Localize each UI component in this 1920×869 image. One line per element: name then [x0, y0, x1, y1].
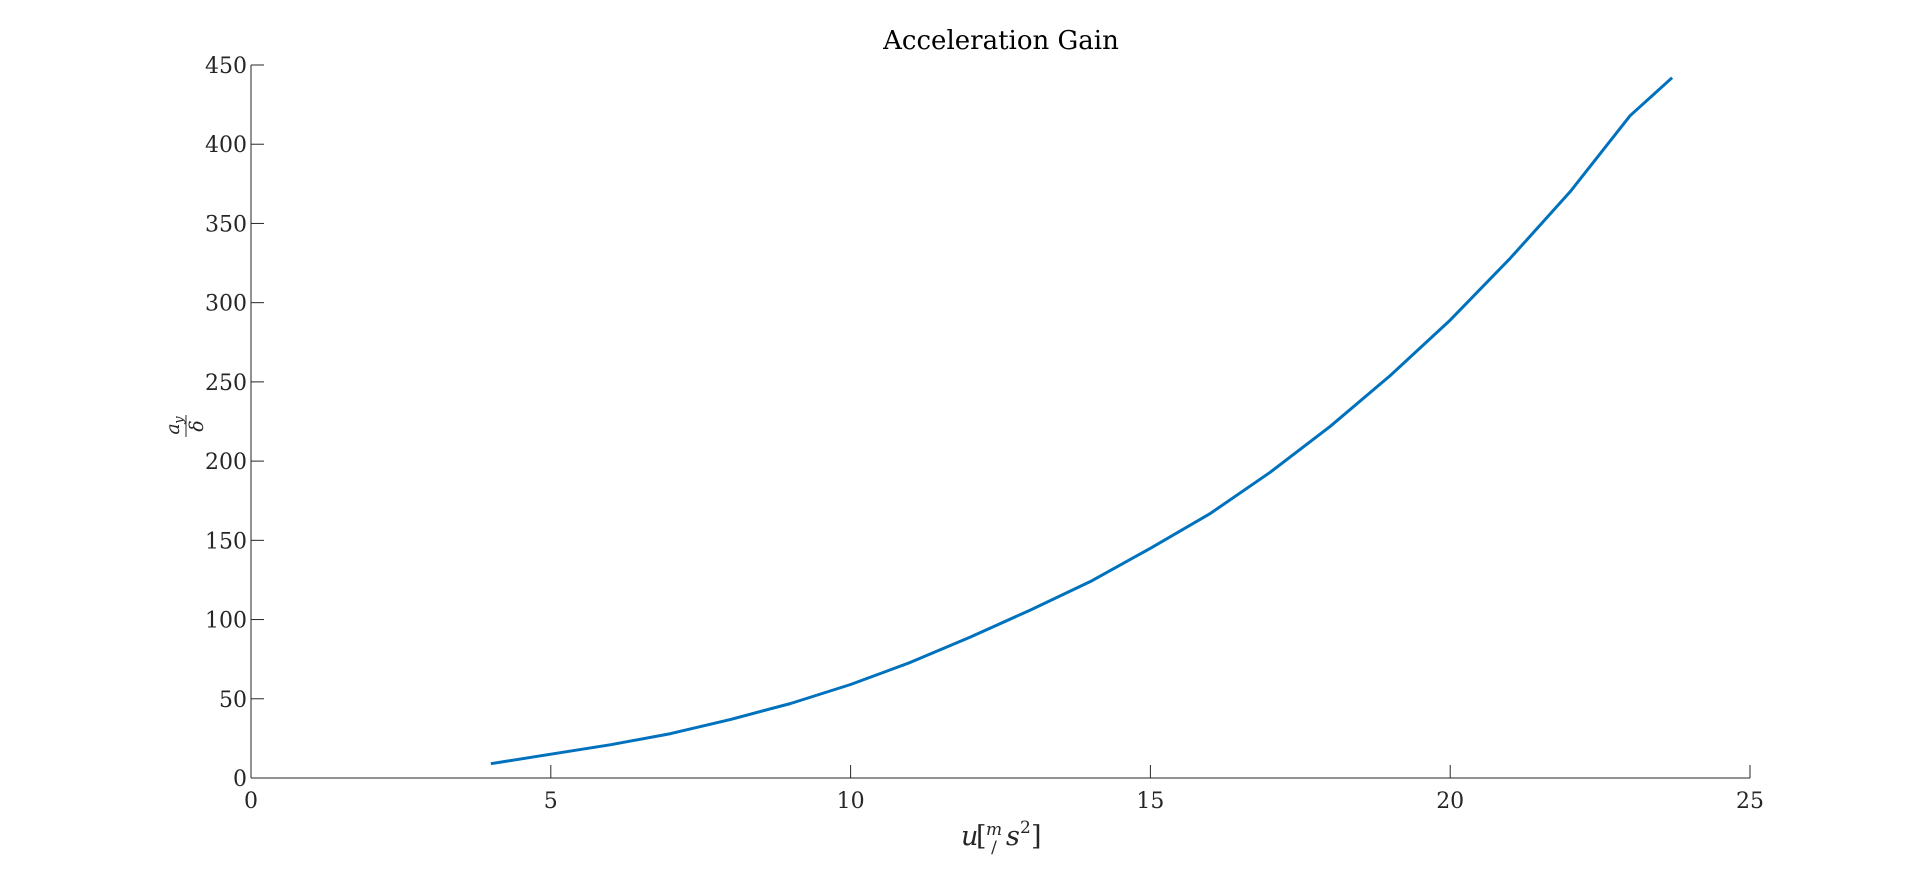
x-tick-label: 0 — [244, 789, 258, 814]
y-tick-label: 400 — [205, 133, 247, 158]
chart-title: Acceleration Gain — [882, 26, 1119, 56]
y-axis-label: ayδ — [162, 415, 208, 437]
y-ticks: 0 50 100 150 200 250 300 350 400 450 — [205, 54, 264, 792]
x-tick-label: 20 — [1436, 789, 1464, 814]
y-tick-label: 100 — [205, 609, 247, 634]
y-tick-label: 300 — [205, 292, 247, 317]
y-label-fraction: ayδ — [162, 415, 208, 437]
series-group — [490, 76, 1674, 766]
y-tick-label: 200 — [205, 450, 247, 475]
y-label-subscript: y — [172, 416, 187, 425]
x-label-slash: / — [991, 838, 997, 858]
y-label-denominator: δ — [186, 420, 208, 431]
x-label-unit: s — [1006, 821, 1020, 852]
x-tick-label: 10 — [837, 789, 865, 814]
x-label-bracket-close: ] — [1031, 821, 1042, 852]
x-axis-label: u[m/ s 2] — [961, 818, 1042, 858]
y-tick-label: 450 — [205, 54, 247, 79]
x-label-numerator: m — [986, 820, 1002, 840]
y-tick-label: 350 — [205, 212, 247, 237]
x-label-bracket-open: [ — [976, 821, 987, 852]
series-line — [490, 76, 1674, 766]
y-label-numerator: a — [162, 423, 184, 434]
x-tick-label: 5 — [544, 789, 558, 814]
x-tick-label: 25 — [1736, 789, 1764, 814]
x-label-exponent: 2 — [1020, 818, 1031, 838]
x-label-variable: u — [961, 821, 978, 852]
x-ticks: 0 5 10 15 20 25 — [244, 765, 1764, 814]
axes — [250, 65, 1750, 779]
y-tick-label: 0 — [233, 767, 247, 792]
y-tick-label: 150 — [205, 529, 247, 554]
x-tick-label: 15 — [1136, 789, 1164, 814]
y-tick-label: 250 — [205, 371, 247, 396]
y-tick-label: 50 — [219, 688, 247, 713]
